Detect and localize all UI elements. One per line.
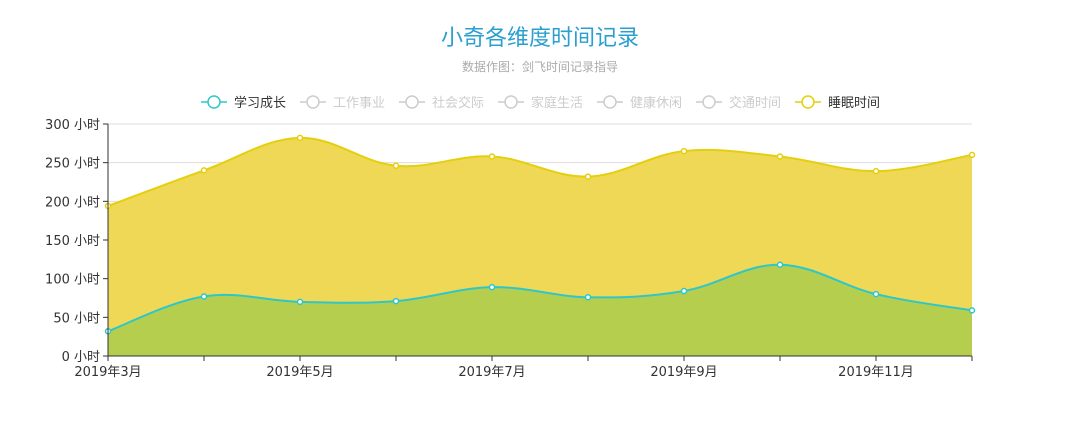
legend-item[interactable]: 学习成长: [200, 92, 286, 111]
legend-item[interactable]: 睡眠时间: [794, 92, 880, 111]
legend-label: 学习成长: [233, 96, 286, 111]
legend-item[interactable]: 家庭生活: [497, 92, 583, 111]
data-point: [872, 290, 880, 298]
area-study: [108, 264, 972, 356]
x-tick-label: 2019年3月: [74, 365, 141, 380]
series-line: [107, 136, 973, 207]
data-point: [776, 153, 784, 160]
legend-marker-icon: [398, 94, 425, 109]
y-tick-label: 100 小时: [45, 273, 100, 288]
data-point: [968, 151, 976, 159]
legend-marker-icon: [299, 94, 326, 109]
series-line: [107, 263, 973, 333]
legend-marker-icon: [696, 94, 723, 109]
data-point: [392, 162, 400, 170]
legend-item[interactable]: 社会交际: [398, 92, 484, 111]
y-tick-label: 50 小时: [53, 311, 100, 326]
data-point: [680, 147, 688, 155]
data-point: [584, 293, 592, 301]
data-point: [488, 153, 496, 160]
y-tick-label: 200 小时: [45, 195, 100, 210]
y-tick-label: 0 小时: [62, 350, 100, 365]
data-point: [296, 134, 304, 142]
legend-item[interactable]: 工作事业: [299, 92, 385, 111]
data-point: [296, 298, 304, 306]
data-point: [200, 167, 208, 174]
data-point: [200, 293, 208, 300]
legend-marker-icon: [795, 94, 822, 109]
legend-item[interactable]: 交通时间: [695, 92, 781, 111]
data-point: [968, 307, 976, 314]
chart-title: 小奇各维度时间记录: [440, 26, 639, 51]
legend-label: 社会交际: [431, 96, 484, 111]
legend-label: 健康休闲: [630, 96, 683, 111]
legend-label: 睡眠时间: [828, 96, 881, 111]
chart-legend: 学习成长 工作事业 社会交际 家庭生活 健康休闲 交通时间 睡眠时间: [0, 92, 1080, 111]
data-point: [488, 283, 496, 291]
area-sleep: [108, 137, 972, 332]
legend-label: 工作事业: [332, 96, 385, 111]
legend-marker-icon: [497, 94, 524, 109]
legend-marker-icon: [597, 94, 623, 109]
data-point: [680, 287, 688, 295]
legend-marker-icon: [200, 94, 227, 109]
chart-subtitle: 数据作图：剑飞时间记录指导: [461, 60, 618, 74]
data-point: [584, 173, 592, 180]
data-point: [776, 261, 784, 268]
y-tick-label: 250 小时: [45, 157, 100, 172]
y-tick-label: 300 小时: [45, 118, 100, 133]
legend-label: 交通时间: [729, 96, 782, 111]
data-point: [872, 167, 880, 175]
x-tick-label: 2019年11月: [838, 365, 914, 380]
x-tick-label: 2019年9月: [650, 365, 717, 380]
x-tick-label: 2019年5月: [266, 365, 333, 380]
x-tick-label: 2019年7月: [458, 365, 525, 380]
y-tick-label: 150 小时: [45, 234, 100, 249]
legend-label: 家庭生活: [530, 96, 583, 111]
data-point: [392, 297, 400, 305]
legend-item[interactable]: 健康休闲: [596, 92, 682, 111]
